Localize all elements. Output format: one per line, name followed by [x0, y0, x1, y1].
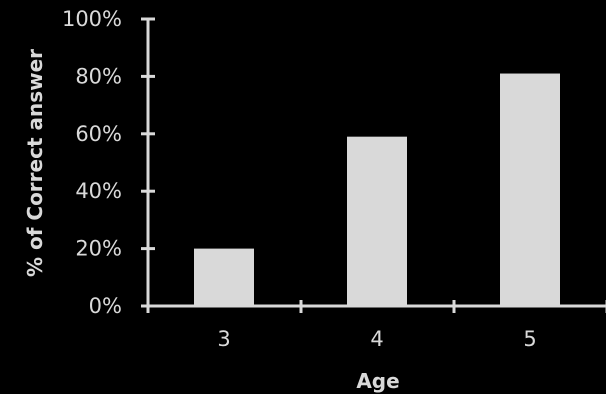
x-tick-label: 3: [217, 327, 230, 351]
y-axis-title: % of Correct answer: [23, 49, 47, 277]
y-tick-label: 0%: [89, 294, 122, 318]
bar-4: [347, 136, 407, 306]
x-tick-label: 5: [523, 327, 536, 351]
x-tick-label: 4: [370, 327, 383, 351]
bars-group: [194, 73, 560, 306]
y-tick-label: 60%: [75, 122, 122, 146]
x-axis-ticks: 3 4 5: [146, 300, 606, 351]
y-axis-ticks: 0% 20% 40% 60% 80% 100%: [62, 7, 155, 318]
x-axis-title: Age: [356, 369, 399, 393]
y-tick-label: 40%: [75, 179, 122, 203]
y-tick-label: 20%: [75, 237, 122, 261]
bar-3: [194, 248, 254, 306]
y-tick-label: 100%: [62, 7, 122, 31]
bar-5: [500, 73, 560, 306]
y-tick-label: 80%: [75, 64, 122, 88]
